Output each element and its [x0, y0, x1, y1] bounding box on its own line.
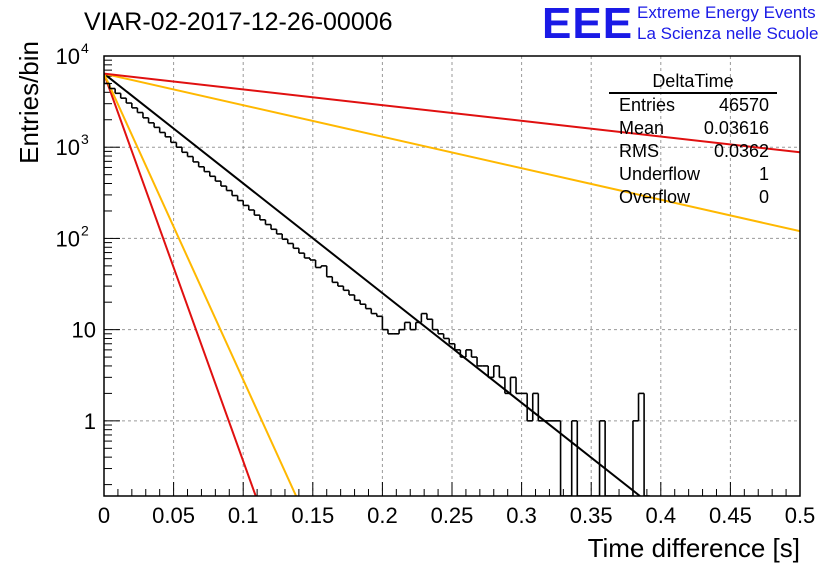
x-tick-label: 0.25 [431, 503, 474, 528]
stats-value: 0 [758, 187, 769, 207]
stats-label: Entries [619, 95, 676, 115]
logo-line-2: La Scienza nelle Scuole [637, 24, 819, 43]
x-tick-label: 0 [98, 503, 110, 528]
fit-line-red-shallow [104, 72, 800, 154]
x-tick-label: 0.05 [152, 503, 195, 528]
x-tick-label: 0.45 [709, 503, 752, 528]
y-tick-exponent: 2 [81, 222, 89, 238]
stats-value: 0.0362 [713, 141, 769, 161]
stats-label: Overflow [619, 187, 691, 207]
y-tick-label: 1 [84, 409, 96, 434]
stats-value: 1 [758, 164, 769, 184]
stats-label: RMS [619, 141, 659, 161]
chart-title: VIAR-02-2017-12-26-00006 [84, 8, 393, 36]
fit-line-black-fit [104, 72, 641, 496]
x-tick-label: 0.2 [367, 503, 398, 528]
x-tick-label: 0.5 [785, 503, 816, 528]
x-tick-label: 0.4 [646, 503, 677, 528]
x-tick-label: 0.35 [570, 503, 613, 528]
y-tick-label: 10 [72, 318, 96, 343]
x-axis-label: Time difference [s] [588, 533, 800, 563]
x-tick-label: 0.15 [291, 503, 334, 528]
fit-line-red-steep [104, 73, 257, 496]
logo-line-1: Extreme Energy Events [637, 3, 816, 22]
plot-frame [103, 55, 801, 497]
stats-value: 0.03616 [703, 118, 769, 138]
eee-logo: EEE [542, 0, 634, 48]
stats-row-entries: Entries 46570 [609, 94, 777, 117]
stats-row-mean: Mean 0.03616 [609, 117, 777, 140]
stats-row-overflow: Overflow 0 [609, 186, 777, 209]
y-tick-exponent: 3 [81, 131, 89, 147]
y-tick-label: 10 [56, 44, 80, 69]
y-tick-label: 10 [56, 226, 80, 251]
fit-line-orange-steep [104, 73, 298, 496]
stats-box: DeltaTime Entries 46570 Mean 0.03616 RMS… [609, 70, 777, 209]
y-tick-exponent: 4 [81, 40, 89, 56]
stats-row-underflow: Underflow 1 [609, 163, 777, 186]
fit-line-orange-shallow [104, 72, 800, 233]
stats-row-rms: RMS 0.0362 [609, 140, 777, 163]
stats-label: Underflow [619, 164, 701, 184]
y-tick-label: 10 [56, 135, 80, 160]
x-tick-label: 0.1 [228, 503, 259, 528]
y-axis-label: Entries/bin [14, 41, 44, 164]
stats-box-name: DeltaTime [609, 70, 777, 94]
x-tick-label: 0.3 [506, 503, 537, 528]
stats-label: Mean [619, 118, 665, 138]
stats-value: 46570 [718, 95, 769, 115]
